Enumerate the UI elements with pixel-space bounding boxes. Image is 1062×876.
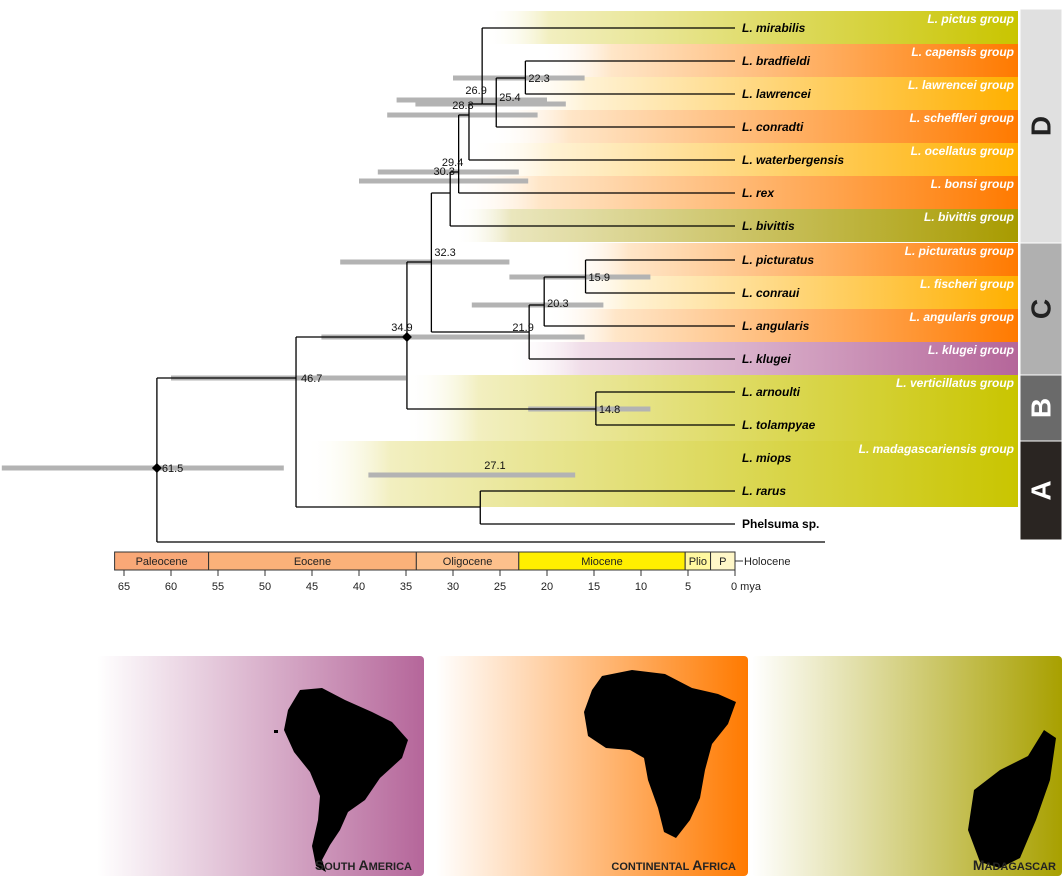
clade-label-A: A bbox=[1026, 480, 1057, 500]
node-marker-34.9 bbox=[401, 332, 412, 342]
tick-label-5: 5 bbox=[685, 581, 691, 593]
group-label: L. picturatus group bbox=[905, 244, 1014, 258]
taxon-label: L. waterbergensis bbox=[742, 153, 844, 167]
taxon-label: Phelsuma sp. bbox=[742, 517, 819, 531]
epoch-label-6: P bbox=[719, 556, 726, 568]
clade-bars: D C B A bbox=[1019, 8, 1062, 541]
clade-bar-C bbox=[1019, 242, 1062, 376]
galapagos-islands bbox=[274, 730, 278, 733]
node-age-32.3: 32.3 bbox=[434, 247, 455, 259]
holocene-label: Holocene bbox=[744, 556, 790, 568]
taxon-label: L. angularis bbox=[742, 319, 810, 333]
taxon-label: L. picturatus bbox=[742, 253, 814, 267]
tick-label-25: 25 bbox=[494, 581, 506, 593]
node-age-34.9: 34.9 bbox=[391, 322, 412, 334]
epoch-label-1: Paleocene bbox=[136, 556, 188, 568]
taxon-label: L. bivittis bbox=[742, 219, 795, 233]
epoch-label-3: Oligocene bbox=[443, 556, 493, 568]
taxon-labels: L. mirabilis L. bradfieldi L. lawrencei L. … bbox=[742, 21, 844, 531]
group-label: L. fischeri group bbox=[920, 277, 1014, 291]
group-label: L. madagascariensis group bbox=[859, 442, 1014, 456]
tick-label-35: 35 bbox=[400, 581, 412, 593]
group-label: L. ocellatus group bbox=[911, 144, 1014, 158]
africa-map bbox=[584, 670, 736, 838]
tick-label-40: 40 bbox=[353, 581, 365, 593]
group-label: L. pictus group bbox=[927, 12, 1014, 26]
group-label: L. lawrencei group bbox=[908, 78, 1014, 92]
node-age-14.8: 14.8 bbox=[599, 404, 620, 416]
band-14 bbox=[305, 441, 1018, 474]
taxon-label: L. bradfieldi bbox=[742, 54, 811, 68]
taxon-label: L. arnoulti bbox=[742, 385, 801, 399]
node-age-30.3: 30.3 bbox=[433, 166, 454, 178]
tick-label-0: 0 mya bbox=[731, 581, 762, 593]
group-label: L. verticillatus group bbox=[896, 376, 1014, 390]
group-label: L. klugei group bbox=[928, 343, 1014, 357]
taxon-label: L. tolampyae bbox=[742, 418, 816, 432]
taxon-label: L. mirabilis bbox=[742, 21, 806, 35]
taxon-label: L. klugei bbox=[742, 352, 791, 366]
node-age-28.3: 28.3 bbox=[452, 100, 473, 112]
taxon-label: L. rex bbox=[742, 186, 775, 200]
clade-label-C: C bbox=[1026, 299, 1057, 319]
tick-label-65: 65 bbox=[118, 581, 130, 593]
madagascar-map bbox=[968, 730, 1056, 868]
clade-bar-B bbox=[1019, 374, 1062, 442]
node-age-27.1: 27.1 bbox=[484, 460, 505, 472]
node-age-26.9: 26.9 bbox=[465, 85, 486, 97]
tick-label-20: 20 bbox=[541, 581, 553, 593]
taxon-label: L. rarus bbox=[742, 484, 786, 498]
continental-africa-label: CONTINENTAL AFRICA bbox=[611, 857, 736, 873]
tick-label-45: 45 bbox=[306, 581, 318, 593]
node-age-25.4: 25.4 bbox=[499, 92, 520, 104]
epoch-label-4: Miocene bbox=[581, 556, 623, 568]
tick-label-30: 30 bbox=[447, 581, 459, 593]
node-age-61.5: 61.5 bbox=[162, 463, 183, 475]
node-age-29.4: 29.4 bbox=[442, 157, 463, 169]
group-label: L. angularis group bbox=[909, 310, 1014, 324]
tick-label-55: 55 bbox=[212, 581, 224, 593]
epoch-label-5: Plio bbox=[689, 556, 707, 568]
geologic-timescale: Paleocene Eocene Oligocene Miocene Plio P Holo… bbox=[114, 551, 790, 593]
node-age-15.9: 15.9 bbox=[589, 272, 610, 284]
group-labels: L. pictus group L. capensis group L. lawre… bbox=[859, 12, 1014, 456]
node-age-22.3: 22.3 bbox=[528, 73, 549, 85]
group-label: L. bonsi group bbox=[931, 177, 1014, 191]
group-label: L. scheffleri group bbox=[910, 111, 1014, 125]
node-marker-61.5 bbox=[151, 463, 162, 473]
epoch-label-2: Eocene bbox=[294, 556, 331, 568]
clade-bar-A bbox=[1019, 440, 1062, 541]
tick-label-10: 10 bbox=[635, 581, 647, 593]
clade-label-D: D bbox=[1026, 116, 1057, 136]
madagascar-label: MADAGASCAR bbox=[973, 857, 1056, 873]
south-america-label: SOUTH AMERICA bbox=[315, 857, 412, 873]
node-age-46.7: 46.7 bbox=[301, 373, 322, 385]
south-america-map bbox=[284, 688, 408, 872]
taxon-label: L. lawrencei bbox=[742, 87, 811, 101]
taxon-label: L. conradti bbox=[742, 120, 804, 134]
taxon-label: L. conraui bbox=[742, 286, 800, 300]
group-label: L. bivittis group bbox=[924, 210, 1014, 224]
node-age-21.9: 21.9 bbox=[512, 322, 533, 334]
group-label: L. capensis group bbox=[911, 45, 1014, 59]
tick-label-50: 50 bbox=[259, 581, 271, 593]
tick-label-15: 15 bbox=[588, 581, 600, 593]
tick-label-60: 60 bbox=[165, 581, 177, 593]
phylogenetic-tree: 61.5 46.7 34.9 32.3 30.329.4 28.3 26.9 25.4 22.3… bbox=[151, 27, 825, 543]
confidence-interval-bars bbox=[1, 75, 651, 478]
node-age-20.3: 20.3 bbox=[547, 298, 568, 310]
clade-label-B: B bbox=[1026, 398, 1057, 418]
taxon-label: L. miops bbox=[742, 451, 792, 465]
